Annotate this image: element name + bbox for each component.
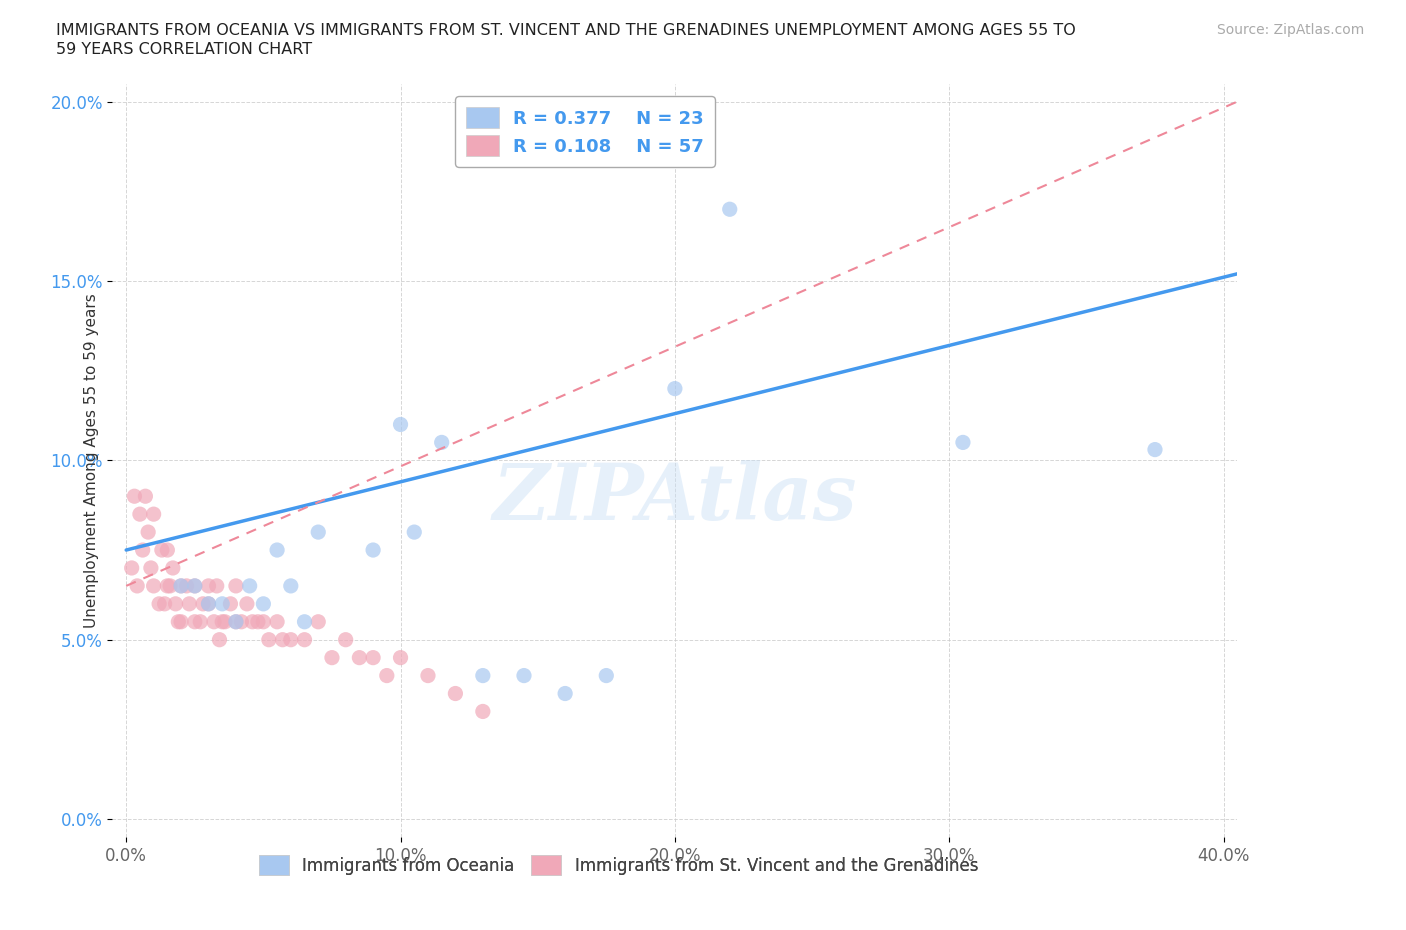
Point <box>136 525 159 539</box>
Point <box>191 596 214 611</box>
Point <box>197 596 219 611</box>
Point <box>595 668 617 683</box>
Point <box>266 615 288 630</box>
Point <box>361 650 384 665</box>
Point <box>142 578 165 593</box>
Point <box>208 632 231 647</box>
Point <box>170 615 193 630</box>
Point <box>430 435 453 450</box>
Point <box>375 668 398 683</box>
Point <box>150 542 173 557</box>
Point <box>294 615 316 630</box>
Point <box>142 507 165 522</box>
Point <box>389 417 412 432</box>
Point <box>554 686 576 701</box>
Point <box>134 489 156 504</box>
Point <box>176 578 198 593</box>
Point <box>239 578 262 593</box>
Point <box>361 542 384 557</box>
Point <box>225 578 247 593</box>
Point <box>148 596 170 611</box>
Point <box>184 578 207 593</box>
Point <box>404 525 426 539</box>
Point <box>952 435 974 450</box>
Point <box>231 615 253 630</box>
Point <box>225 615 247 630</box>
Point <box>188 615 211 630</box>
Point <box>257 632 280 647</box>
Point <box>156 542 179 557</box>
Point <box>219 596 242 611</box>
Point <box>214 615 236 630</box>
Point <box>471 704 494 719</box>
Point <box>202 615 225 630</box>
Point <box>252 596 274 611</box>
Point <box>170 578 193 593</box>
Text: ZIPAtlas: ZIPAtlas <box>492 459 858 537</box>
Point <box>236 596 259 611</box>
Point <box>129 507 152 522</box>
Point <box>416 668 439 683</box>
Point <box>179 596 201 611</box>
Point <box>271 632 294 647</box>
Point <box>211 615 233 630</box>
Point <box>349 650 371 665</box>
Text: Source: ZipAtlas.com: Source: ZipAtlas.com <box>1216 23 1364 37</box>
Point <box>307 615 329 630</box>
Y-axis label: Unemployment Among Ages 55 to 59 years: Unemployment Among Ages 55 to 59 years <box>83 293 98 628</box>
Point <box>197 578 219 593</box>
Point <box>1143 442 1166 457</box>
Point <box>266 542 288 557</box>
Point <box>444 686 467 701</box>
Point <box>294 632 316 647</box>
Point <box>280 632 302 647</box>
Point <box>664 381 686 396</box>
Point <box>321 650 343 665</box>
Point <box>252 615 274 630</box>
Point <box>159 578 181 593</box>
Point <box>170 578 193 593</box>
Point <box>246 615 269 630</box>
Point <box>225 615 247 630</box>
Point <box>139 561 162 576</box>
Point <box>121 561 143 576</box>
Point <box>718 202 741 217</box>
Point <box>513 668 536 683</box>
Point <box>242 615 264 630</box>
Text: 59 YEARS CORRELATION CHART: 59 YEARS CORRELATION CHART <box>56 42 312 57</box>
Point <box>184 578 207 593</box>
Point <box>389 650 412 665</box>
Point <box>131 542 153 557</box>
Point <box>127 578 149 593</box>
Legend: Immigrants from Oceania, Immigrants from St. Vincent and the Grenadines: Immigrants from Oceania, Immigrants from… <box>253 849 984 882</box>
Point <box>184 615 207 630</box>
Point <box>335 632 357 647</box>
Point <box>156 578 179 593</box>
Point <box>153 596 176 611</box>
Point <box>162 561 184 576</box>
Point <box>307 525 329 539</box>
Point <box>471 668 494 683</box>
Point <box>167 615 190 630</box>
Point <box>205 578 228 593</box>
Point <box>124 489 146 504</box>
Point <box>280 578 302 593</box>
Point <box>211 596 233 611</box>
Point <box>165 596 187 611</box>
Point <box>197 596 219 611</box>
Text: IMMIGRANTS FROM OCEANIA VS IMMIGRANTS FROM ST. VINCENT AND THE GRENADINES UNEMPL: IMMIGRANTS FROM OCEANIA VS IMMIGRANTS FR… <box>56 23 1076 38</box>
